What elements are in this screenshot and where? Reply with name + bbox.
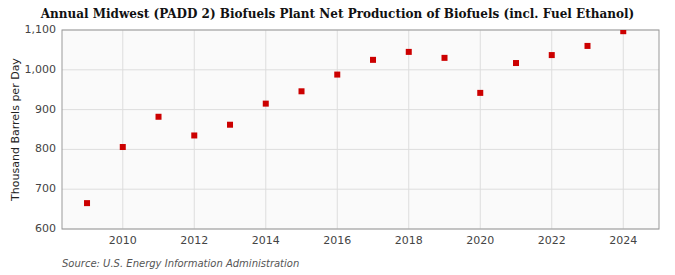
y-tick-label: 1,000 [25,63,57,76]
title: Annual Midwest (PADD 2) Biofuels Plant N… [40,7,634,21]
y-tick-label: 1,100 [25,23,57,36]
chart: 600 700 800 900 1,000 1,100 2010 2012 2014 2016 20… [0,0,675,275]
x-grid-line [194,30,195,229]
point [549,52,555,58]
point [406,49,412,55]
x-grid-line [265,30,266,229]
tick-labels: 600 700 800 900 1,000 1,100 2010 2012 2014 2016 20… [25,23,638,247]
point [263,101,269,107]
point [299,88,305,94]
x-tick-label: 2016 [323,234,351,247]
point [156,114,162,120]
x-grid-line [122,30,123,229]
y-axis-label: Thousand Barrels per Day [9,58,22,202]
point [370,57,376,63]
x-tick-label: 2014 [252,234,280,247]
y-grid-line [62,149,659,150]
plot-frame [62,30,659,229]
point [620,30,626,34]
point [477,90,483,96]
point [84,200,90,206]
point [334,72,340,78]
source-note: Source: U.S. Energy Information Administ… [62,258,299,269]
y-tick-label: 700 [35,182,56,195]
point [120,144,126,150]
x-grid-line [551,30,552,229]
x-tick-label: 2024 [609,234,637,247]
x-tick-label: 2010 [109,234,137,247]
x-grid-line [337,30,338,229]
x-tick-label: 2022 [538,234,566,247]
x-tick-label: 2020 [466,234,494,247]
x-tick-label: 2012 [180,234,208,247]
point [513,60,519,66]
y-grid-line [62,109,659,110]
points [84,30,626,206]
y-tick-label: 800 [35,142,56,155]
point [227,122,233,128]
grid [62,30,659,229]
y-tick-label: 600 [35,222,56,235]
x-tick-label: 2018 [395,234,423,247]
x-grid-line [408,30,409,229]
chart-container: 600 700 800 900 1,000 1,100 2010 2012 2014 2016 20… [0,0,675,275]
y-grid-line [62,69,659,70]
x-grid-line [480,30,481,229]
point [191,132,197,138]
point [585,43,591,49]
y-tick-label: 900 [35,103,56,116]
x-grid-line [623,30,624,229]
point [442,55,448,61]
y-grid-line [62,189,659,190]
plot-area [62,30,659,229]
